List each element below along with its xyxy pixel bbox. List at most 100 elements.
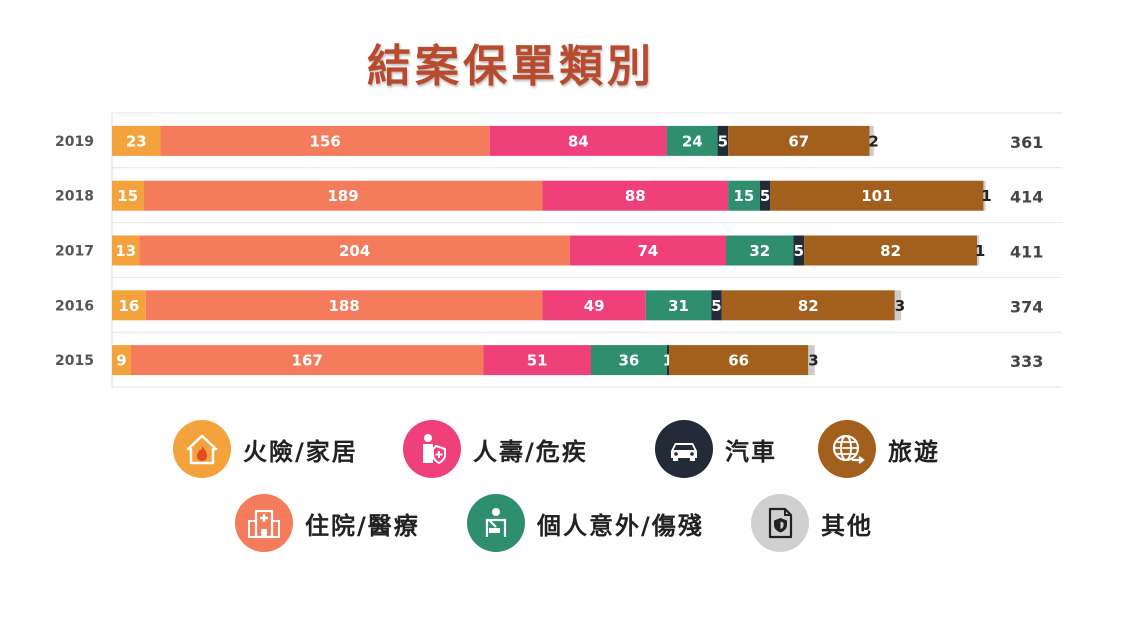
bar-segment bbox=[977, 235, 980, 266]
bar-segment bbox=[726, 235, 794, 266]
bar-segment bbox=[112, 125, 161, 156]
bar-segment bbox=[983, 180, 986, 211]
legend-label: 火險/家居 bbox=[243, 437, 358, 466]
bar-segment bbox=[130, 345, 484, 376]
data-label: 156 bbox=[309, 132, 340, 150]
total-label: 361 bbox=[1010, 133, 1043, 152]
injured-person-icon bbox=[467, 494, 525, 552]
bar-segment bbox=[666, 345, 670, 376]
data-label: 32 bbox=[749, 242, 770, 260]
house-fire-icon bbox=[173, 420, 231, 478]
data-label: 1 bbox=[663, 352, 673, 370]
data-label: 204 bbox=[339, 242, 370, 260]
data-label: 3 bbox=[808, 352, 818, 370]
legend-label: 其他 bbox=[821, 511, 873, 540]
legend-item-car: 汽車 bbox=[655, 420, 777, 478]
data-label: 24 bbox=[682, 132, 703, 150]
data-label: 67 bbox=[788, 132, 809, 150]
legend-label: 人壽/危疾 bbox=[473, 437, 588, 466]
bar-segment bbox=[770, 180, 984, 211]
data-label: 88 bbox=[625, 187, 646, 205]
total-label: 333 bbox=[1010, 352, 1043, 371]
data-label: 15 bbox=[734, 187, 755, 205]
bar-segment bbox=[869, 125, 874, 156]
data-label: 3 bbox=[895, 297, 905, 315]
legend-item-accident-disability: 個人意外/傷殘 bbox=[467, 494, 704, 552]
bar-segment bbox=[728, 125, 870, 156]
chart-title: 結案保單類別 bbox=[367, 41, 655, 92]
bar-segment bbox=[721, 290, 895, 321]
data-label: 167 bbox=[292, 352, 323, 370]
data-label: 5 bbox=[760, 187, 770, 205]
data-label: 66 bbox=[728, 352, 749, 370]
legend-item-fire-home: 火險/家居 bbox=[173, 420, 358, 478]
legend-item-life-critical-illness: 人壽/危疾 bbox=[403, 420, 588, 478]
bar-segment bbox=[645, 290, 712, 321]
data-label: 5 bbox=[794, 242, 804, 260]
data-label: 23 bbox=[126, 132, 147, 150]
bar-segment bbox=[669, 345, 809, 376]
y-tick-label: 2019 bbox=[55, 134, 94, 150]
bar-segment bbox=[542, 180, 729, 211]
data-label: 101 bbox=[861, 187, 892, 205]
bar-segment bbox=[894, 290, 902, 321]
legend-label: 汽車 bbox=[725, 437, 777, 466]
legend-item-travel: 旅遊 bbox=[818, 420, 940, 478]
data-label: 9 bbox=[116, 352, 126, 370]
globe-plane-icon bbox=[818, 420, 876, 478]
total-label: 374 bbox=[1010, 297, 1043, 316]
bar-segment bbox=[590, 345, 667, 376]
data-label: 36 bbox=[619, 352, 640, 370]
data-label: 15 bbox=[117, 187, 138, 205]
hospital-icon bbox=[235, 494, 293, 552]
y-tick-label: 2017 bbox=[55, 244, 94, 260]
y-tick-label: 2016 bbox=[55, 298, 94, 314]
document-shield-icon bbox=[751, 494, 809, 552]
legend-item-other: 其他 bbox=[751, 494, 873, 552]
legend-item-hospital-medical: 住院/醫療 bbox=[235, 494, 420, 552]
data-label: 49 bbox=[584, 297, 605, 315]
bar-segment bbox=[160, 125, 490, 156]
y-tick-label: 2015 bbox=[55, 353, 94, 369]
bar-segment bbox=[666, 125, 718, 156]
data-label: 1 bbox=[981, 187, 991, 205]
bar-segment bbox=[542, 290, 646, 321]
data-label: 189 bbox=[327, 187, 358, 205]
bar-segment bbox=[728, 180, 760, 211]
data-label: 82 bbox=[798, 297, 819, 315]
bar-segment bbox=[112, 235, 140, 266]
data-label: 5 bbox=[711, 297, 721, 315]
data-label: 82 bbox=[880, 242, 901, 260]
bar-segment bbox=[793, 235, 805, 266]
legend-label: 個人意外/傷殘 bbox=[537, 511, 704, 540]
car-icon bbox=[655, 420, 713, 478]
bar-segment bbox=[711, 290, 722, 321]
bar-segment bbox=[139, 235, 570, 266]
data-label: 31 bbox=[668, 297, 689, 315]
bar-segment bbox=[717, 125, 729, 156]
legend-label: 旅遊 bbox=[888, 437, 940, 466]
bar-segment bbox=[145, 290, 543, 321]
data-label: 13 bbox=[115, 242, 136, 260]
data-label: 84 bbox=[568, 132, 589, 150]
bar-segment bbox=[759, 180, 771, 211]
total-label: 414 bbox=[1010, 188, 1043, 207]
bar-segment bbox=[489, 125, 667, 156]
person-shield-icon bbox=[403, 420, 461, 478]
bar-segment bbox=[569, 235, 727, 266]
total-label: 411 bbox=[1010, 243, 1043, 262]
data-label: 188 bbox=[328, 297, 359, 315]
legend-label: 住院/醫療 bbox=[305, 511, 420, 540]
data-label: 16 bbox=[118, 297, 139, 315]
y-tick-label: 2018 bbox=[55, 189, 94, 205]
data-label: 5 bbox=[718, 132, 728, 150]
data-label: 51 bbox=[527, 352, 548, 370]
bar-segment bbox=[112, 345, 131, 376]
data-label: 2 bbox=[868, 132, 878, 150]
bar-segment bbox=[808, 345, 815, 376]
data-label: 1 bbox=[975, 242, 985, 260]
bar-segment bbox=[483, 345, 591, 376]
bar-segment bbox=[143, 180, 543, 211]
bar-segment bbox=[112, 180, 144, 211]
